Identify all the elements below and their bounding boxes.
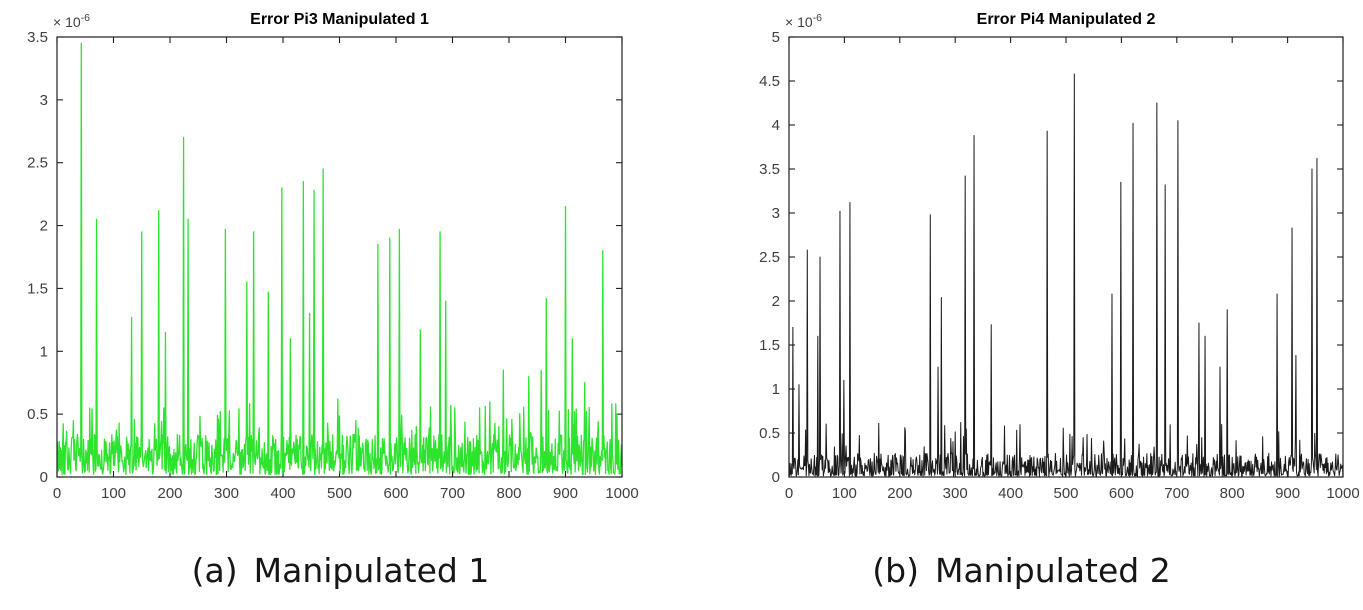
x-tick-label: 200 — [157, 485, 182, 502]
x-tick-label: 0 — [53, 485, 61, 502]
error-series-line — [56, 42, 623, 476]
exponent-base: × 10 — [785, 14, 813, 30]
y-tick-label: 2 — [40, 218, 48, 235]
y-tick-label: 3 — [772, 205, 780, 222]
x-tick-label: 0 — [785, 485, 793, 502]
caption-a-label: Manipulated 1 — [253, 550, 490, 590]
y-tick-label: 5 — [772, 29, 780, 46]
y-tick-label: 4 — [772, 117, 780, 134]
x-tick-label: 1000 — [605, 485, 638, 502]
axes-box — [56, 36, 623, 478]
error-series-line — [788, 73, 1344, 477]
caption-a-index: (a) — [191, 550, 238, 590]
caption-b: (b) Manipulated 2 — [681, 530, 1362, 610]
error-pi4-manipulated-2-chart: 0 100 200 300 400 500 600 700 800 900 1000 0 0.5 1 1.5… — [681, 0, 1362, 530]
chart-title: Error Pi4 Manipulated 2 — [977, 11, 1156, 28]
x-tick-label: 100 — [101, 485, 126, 502]
caption-b-label: Manipulated 2 — [934, 550, 1171, 590]
exponent-power: -6 — [813, 12, 822, 24]
exponent-base: × 10 — [53, 14, 81, 30]
chart-title: Error Pi3 Manipulated 1 — [250, 11, 429, 28]
y-tick-label: 1 — [772, 381, 780, 398]
x-tick-label: 900 — [553, 485, 578, 502]
y-tick-label: 4.5 — [759, 73, 780, 90]
x-tick-label: 400 — [998, 485, 1023, 502]
x-tick-label: 600 — [383, 485, 408, 502]
y-axis-exponent-label: × 10-6 — [53, 12, 90, 30]
x-tick-label: 300 — [943, 485, 968, 502]
x-tick-label: 400 — [270, 485, 295, 502]
x-tick-label: 500 — [327, 485, 352, 502]
y-tick-label: 1.5 — [27, 280, 48, 297]
chart-panel-manipulated-1: 0 100 200 300 400 500 600 700 800 900 1000 0 0.5 1 1.5… — [0, 0, 681, 610]
plot-area: 0 100 200 300 400 500 600 700 800 900 1000 0 0.5 1 1.5… — [27, 29, 639, 502]
y-tick-label: 0 — [772, 469, 780, 486]
y-tick-label: 2.5 — [759, 249, 780, 266]
caption-a: (a) Manipulated 1 — [0, 530, 681, 610]
axes-box — [788, 36, 1344, 478]
x-tick-label: 700 — [1164, 485, 1189, 502]
x-tick-label: 800 — [496, 485, 521, 502]
chart-panel-manipulated-2: 0 100 200 300 400 500 600 700 800 900 1000 0 0.5 1 1.5… — [681, 0, 1362, 610]
x-tick-label: 900 — [1275, 485, 1300, 502]
y-axis-exponent-label: × 10-6 — [785, 12, 822, 30]
y-tick-label: 0.5 — [759, 425, 780, 442]
caption-b-index: (b) — [872, 550, 919, 590]
x-tick-label: 500 — [1053, 485, 1078, 502]
y-tick-label: 0 — [40, 469, 48, 486]
y-tick-label: 3.5 — [759, 161, 780, 178]
y-tick-label: 3.5 — [27, 29, 48, 46]
x-tick-label: 300 — [214, 485, 239, 502]
y-tick-label: 1 — [40, 343, 48, 360]
y-tick-label: 1.5 — [759, 337, 780, 354]
y-tick-label: 2 — [772, 293, 780, 310]
x-tick-label: 1000 — [1326, 485, 1359, 502]
x-tick-label: 200 — [887, 485, 912, 502]
exponent-power: -6 — [81, 12, 90, 24]
y-tick-label: 0.5 — [27, 406, 48, 423]
x-tick-label: 800 — [1220, 485, 1245, 502]
x-tick-label: 600 — [1109, 485, 1134, 502]
x-tick-label: 700 — [440, 485, 465, 502]
x-tick-label: 100 — [832, 485, 857, 502]
error-pi3-manipulated-1-chart: 0 100 200 300 400 500 600 700 800 900 1000 0 0.5 1 1.5… — [0, 0, 681, 530]
y-tick-label: 3 — [40, 92, 48, 109]
y-tick-label: 2.5 — [27, 155, 48, 172]
plot-area: 0 100 200 300 400 500 600 700 800 900 1000 0 0.5 1 1.5… — [759, 29, 1360, 502]
